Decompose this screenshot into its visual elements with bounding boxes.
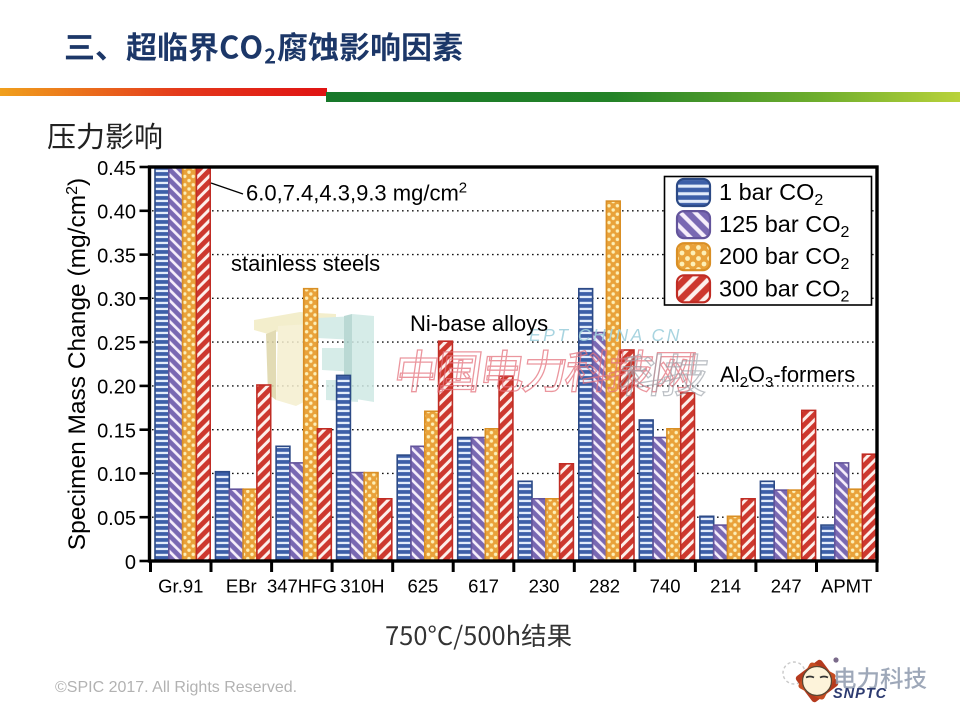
svg-text:0.10: 0.10 [97, 464, 136, 486]
svg-text:EPT CHINA CN: EPT CHINA CN [529, 325, 682, 345]
svg-text:0.40: 0.40 [97, 202, 136, 224]
svg-text:EBr: EBr [226, 576, 257, 597]
svg-text:125 bar CO2: 125 bar CO2 [719, 211, 849, 241]
svg-text:230: 230 [529, 576, 560, 597]
svg-text:617: 617 [468, 576, 499, 597]
svg-text:300 bar CO2: 300 bar CO2 [719, 275, 849, 305]
svg-text:Al2O3-formers: Al2O3-formers [720, 362, 855, 391]
svg-text:310H: 310H [340, 576, 384, 597]
svg-text:214: 214 [710, 576, 741, 597]
svg-text:0: 0 [125, 552, 136, 574]
svg-text:0.15: 0.15 [97, 421, 136, 443]
svg-text:347HFG: 347HFG [267, 576, 337, 597]
svg-text:Gr.91: Gr.91 [158, 576, 203, 597]
svg-text:Specimen Mass Change (mg/cm2): Specimen Mass Change (mg/cm2) [64, 178, 91, 550]
svg-text:©SPIC 2017. All Rights Reserve: ©SPIC 2017. All Rights Reserved. [55, 679, 297, 696]
svg-text:200 bar CO2: 200 bar CO2 [719, 243, 849, 273]
svg-text:0.45: 0.45 [97, 158, 136, 180]
svg-text:6.0,7.4,4.3,9.3 mg/cm2: 6.0,7.4,4.3,9.3 mg/cm2 [246, 180, 467, 206]
svg-text:740: 740 [650, 576, 681, 597]
svg-text:1 bar CO2: 1 bar CO2 [719, 179, 823, 209]
svg-text:Ni-base alloys: Ni-base alloys [410, 311, 548, 336]
svg-text:0.05: 0.05 [97, 508, 136, 530]
svg-text:stainless steels: stainless steels [231, 251, 380, 276]
svg-text:SNPTC: SNPTC [833, 686, 887, 702]
svg-text:0.30: 0.30 [97, 289, 136, 311]
svg-text:0.20: 0.20 [97, 377, 136, 399]
svg-text:282: 282 [589, 576, 620, 597]
svg-text:0.25: 0.25 [97, 333, 136, 355]
svg-text:APMT: APMT [821, 576, 872, 597]
svg-text:0.35: 0.35 [97, 245, 136, 267]
svg-text:625: 625 [407, 576, 438, 597]
svg-text:247: 247 [771, 576, 802, 597]
